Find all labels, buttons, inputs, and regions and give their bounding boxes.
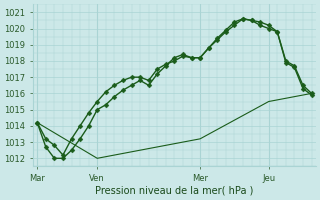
X-axis label: Pression niveau de la mer( hPa ): Pression niveau de la mer( hPa ) — [95, 186, 253, 196]
